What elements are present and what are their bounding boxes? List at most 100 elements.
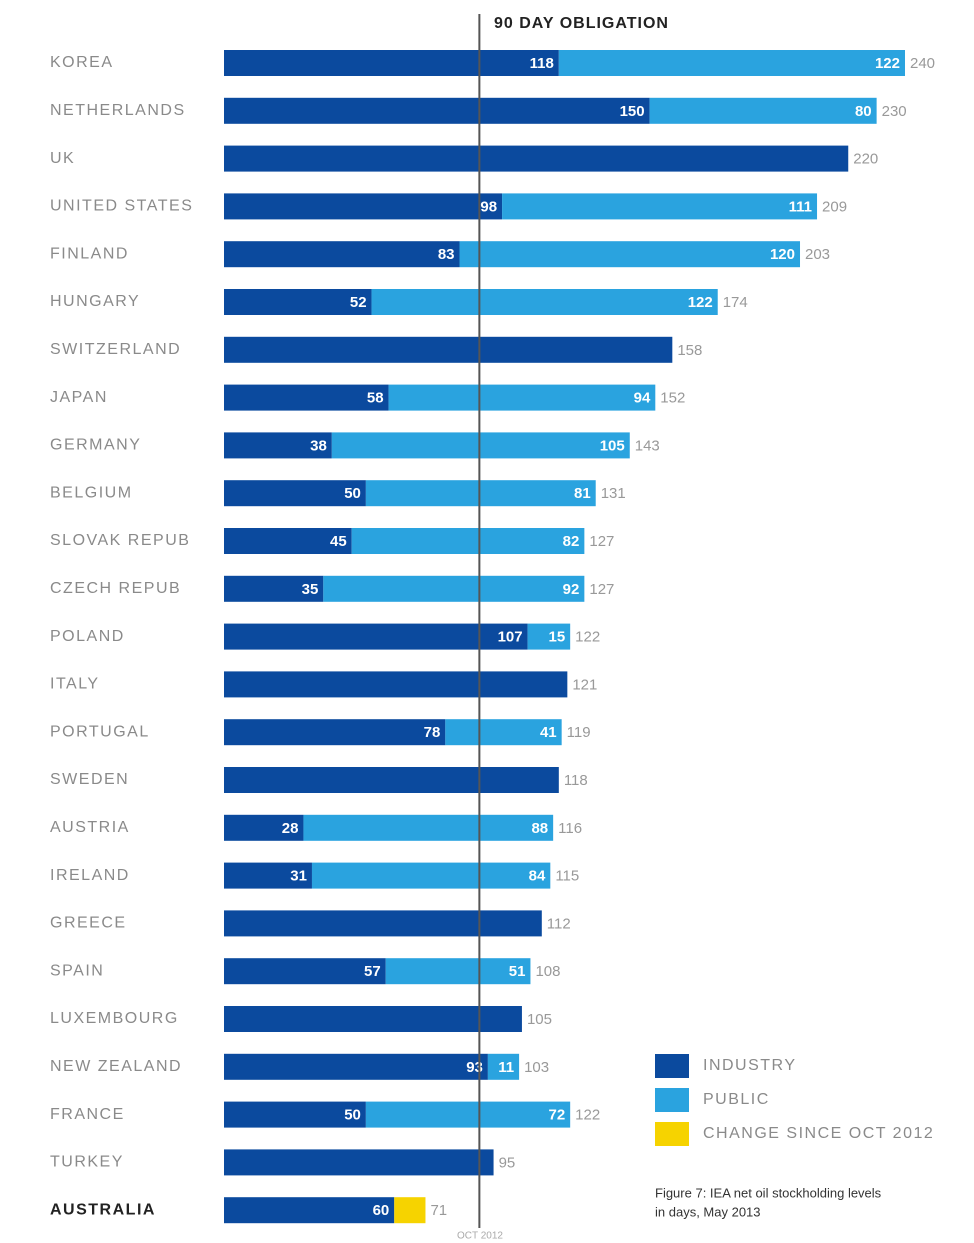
bar-segment — [224, 1101, 366, 1128]
total-label: 158 — [677, 342, 702, 359]
legend-label: CHANGE SINCE OCT 2012 — [703, 1125, 934, 1142]
bar-segment — [394, 1197, 426, 1224]
segment-label: 105 — [600, 437, 625, 454]
segment-label: 82 — [563, 533, 580, 550]
bar-segment — [224, 767, 559, 793]
bar-segment — [224, 97, 650, 124]
total-label: 143 — [635, 437, 660, 454]
bar-segment — [224, 719, 446, 746]
segment-label: 98 — [480, 198, 497, 215]
bar-segment — [224, 432, 332, 459]
legend-swatch — [655, 1054, 689, 1078]
segment-label: 11 — [498, 1059, 514, 1076]
bar-segment — [527, 623, 571, 650]
segment-label: 118 — [530, 55, 554, 72]
bar-segment — [224, 623, 528, 650]
reference-label: 90 DAY OBLIGATION — [494, 15, 669, 32]
segment-label: 84 — [529, 868, 546, 885]
category-label: FINLAND — [50, 245, 129, 262]
segment-label: 28 — [282, 820, 299, 837]
total-label: 95 — [499, 1154, 516, 1171]
total-label: 220 — [853, 151, 878, 168]
category-label: FRANCE — [50, 1106, 125, 1123]
total-label: 112 — [547, 915, 571, 932]
segment-label: 88 — [531, 820, 548, 837]
segment-label: 41 — [540, 724, 557, 741]
legend-swatch — [655, 1088, 689, 1112]
total-label: 209 — [822, 198, 847, 215]
bar-segment — [224, 671, 568, 698]
total-label: 116 — [558, 820, 582, 837]
bar-segment — [224, 814, 304, 841]
bar-segment — [502, 193, 818, 220]
total-label: 122 — [575, 1107, 600, 1124]
bar-segment — [224, 862, 312, 889]
total-label: 103 — [524, 1059, 549, 1076]
category-label: SWITZERLAND — [50, 341, 181, 358]
bar-segment — [365, 480, 596, 507]
total-label: 230 — [882, 103, 907, 120]
segment-label: 57 — [364, 963, 381, 980]
category-label: TURKEY — [50, 1154, 124, 1171]
bar-segment — [224, 1149, 494, 1176]
total-label: 127 — [589, 533, 614, 550]
segment-label: 38 — [310, 437, 327, 454]
segment-label: 83 — [438, 246, 455, 263]
category-label: SLOVAK REPUB — [50, 532, 190, 549]
segment-label: 122 — [875, 55, 900, 72]
bar-segment — [224, 241, 460, 268]
segment-label: 107 — [498, 629, 523, 646]
bar-segment — [224, 1006, 522, 1032]
bar-segment — [351, 528, 585, 554]
category-label: UK — [50, 150, 75, 167]
segment-label: 122 — [688, 294, 713, 311]
category-label: AUSTRALIA — [50, 1201, 156, 1218]
bar-segment — [388, 384, 656, 411]
category-label: POLAND — [50, 628, 125, 645]
bar-segment — [224, 910, 542, 937]
bar-segment — [224, 958, 386, 985]
bar-segment — [331, 432, 630, 459]
category-label: GERMANY — [50, 437, 141, 454]
category-label: AUSTRIA — [50, 819, 130, 836]
total-label: 127 — [589, 581, 614, 598]
segment-label: 80 — [855, 103, 872, 120]
bar-segment — [224, 480, 366, 507]
category-label: NETHERLANDS — [50, 102, 186, 119]
bar-segment — [224, 1197, 395, 1224]
total-label: 71 — [430, 1202, 447, 1219]
segment-label: 111 — [789, 198, 812, 215]
bar-segment — [224, 289, 372, 315]
segment-label: 35 — [302, 581, 319, 598]
category-label: SPAIN — [50, 962, 104, 979]
segment-label: 31 — [290, 868, 307, 885]
bar-segment — [323, 575, 585, 602]
bar-segment — [371, 289, 718, 315]
total-label: 119 — [567, 724, 591, 741]
category-label: CZECH REPUB — [50, 580, 181, 597]
category-label: KOREA — [50, 54, 114, 71]
bar-segment — [311, 862, 551, 889]
caption: Figure 7: IEA net oil stockholding level… — [655, 1185, 882, 1200]
total-label: 174 — [723, 294, 748, 311]
total-label: 131 — [601, 485, 626, 502]
total-label: 115 — [555, 868, 579, 885]
total-label: 118 — [564, 772, 588, 789]
segment-label: 72 — [548, 1107, 565, 1124]
caption: in days, May 2013 — [655, 1204, 761, 1219]
segment-label: 45 — [330, 533, 347, 550]
total-label: 105 — [527, 1011, 552, 1028]
category-label: BELGIUM — [50, 484, 133, 501]
bar-segment — [224, 384, 389, 411]
bar-segment — [365, 1101, 571, 1128]
bar-segment — [224, 50, 559, 76]
category-label: NEW ZEALAND — [50, 1058, 182, 1075]
category-label: ITALY — [50, 676, 100, 693]
segment-label: 94 — [634, 390, 651, 407]
segment-label: 50 — [344, 1107, 361, 1124]
category-label: SWEDEN — [50, 771, 129, 788]
segment-label: 51 — [509, 963, 526, 980]
category-label: IRELAND — [50, 867, 130, 884]
total-label: 108 — [535, 963, 560, 980]
total-label: 203 — [805, 246, 830, 263]
